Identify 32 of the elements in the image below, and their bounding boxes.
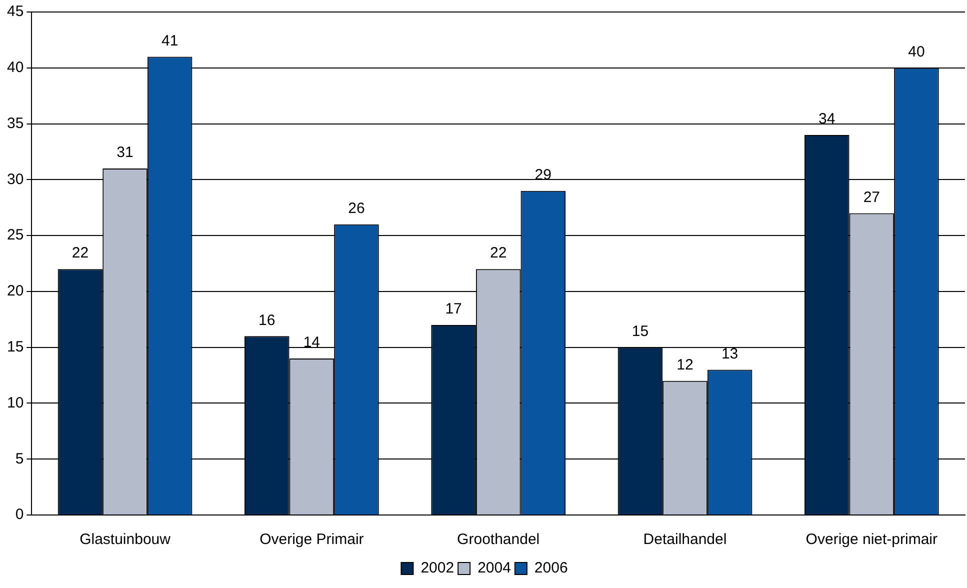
data-label: 40 [908, 44, 925, 61]
legend-label: 2004 [478, 560, 511, 577]
legend-label: 2006 [534, 560, 568, 577]
x-tick-label: Overige niet-primair [806, 531, 938, 548]
data-label: 16 [258, 312, 276, 329]
data-label: 22 [72, 244, 89, 262]
legend-label: 2002 [420, 560, 454, 577]
y-tick-label: 35 [6, 114, 24, 132]
data-label: 41 [161, 32, 178, 50]
x-tick-label: Overige Primair [260, 531, 364, 548]
data-label: 27 [863, 188, 880, 206]
y-tick-label: 30 [6, 170, 24, 188]
x-tick-label: Detailhandel [643, 531, 727, 548]
data-label: 31 [116, 144, 134, 162]
data-label: 12 [676, 356, 694, 374]
data-label: 22 [490, 244, 507, 262]
y-tick-label: 0 [15, 506, 24, 524]
y-tick-label: 40 [6, 59, 24, 76]
y-tick-label: 15 [6, 338, 24, 356]
x-tick-label: Glastuinbouw [80, 531, 171, 548]
data-label: 26 [348, 200, 365, 218]
data-label: 17 [445, 300, 462, 318]
data-label: 34 [818, 110, 836, 128]
y-tick-label: 20 [6, 282, 24, 300]
data-label: 15 [632, 322, 649, 340]
data-label: 13 [721, 345, 738, 362]
y-tick-label: 25 [6, 226, 24, 244]
y-tick-label: 10 [6, 394, 24, 412]
y-tick-label: 5 [15, 450, 24, 468]
x-tick-label: Groothandel [457, 531, 540, 548]
y-tick-label: 45 [6, 3, 24, 20]
data-label: 14 [303, 334, 320, 352]
